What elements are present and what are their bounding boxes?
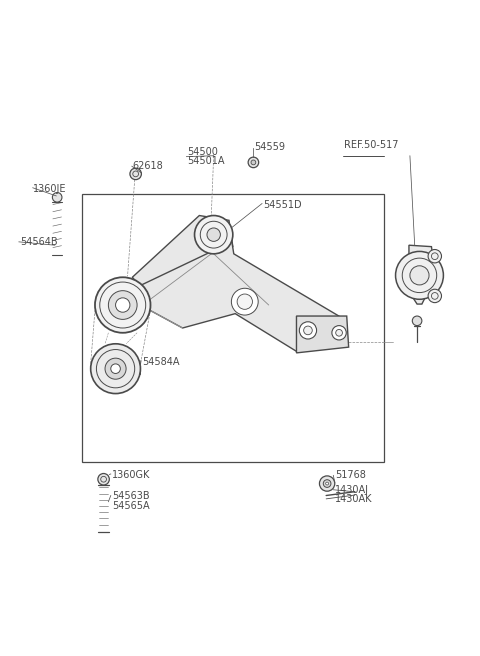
- Text: 62618: 62618: [132, 161, 163, 171]
- Polygon shape: [297, 316, 348, 353]
- Text: 54559: 54559: [254, 142, 285, 152]
- Circle shape: [130, 168, 142, 180]
- Text: 1430AK: 1430AK: [335, 495, 372, 504]
- Circle shape: [116, 298, 130, 312]
- Text: 54564B: 54564B: [20, 237, 58, 247]
- Circle shape: [98, 474, 109, 485]
- Circle shape: [428, 289, 442, 302]
- Circle shape: [231, 288, 258, 315]
- Text: REF.50-517: REF.50-517: [344, 140, 399, 150]
- Circle shape: [428, 249, 442, 263]
- Circle shape: [52, 193, 62, 202]
- Circle shape: [207, 228, 220, 241]
- Polygon shape: [409, 245, 434, 304]
- Circle shape: [237, 294, 252, 310]
- Circle shape: [105, 358, 126, 379]
- Text: 54584A: 54584A: [142, 356, 180, 367]
- Circle shape: [111, 364, 120, 373]
- Circle shape: [95, 277, 151, 333]
- Circle shape: [336, 329, 342, 336]
- Text: 54551D: 54551D: [263, 199, 301, 209]
- Circle shape: [410, 266, 429, 285]
- Circle shape: [248, 157, 259, 168]
- Circle shape: [304, 326, 312, 335]
- Circle shape: [412, 316, 422, 325]
- Circle shape: [320, 476, 335, 491]
- Text: 54565A: 54565A: [112, 501, 149, 511]
- Text: 1430AJ: 1430AJ: [335, 485, 369, 495]
- Text: 51768: 51768: [335, 470, 366, 480]
- Text: 1360JE: 1360JE: [33, 184, 67, 194]
- Text: 1360GK: 1360GK: [112, 470, 150, 480]
- Circle shape: [323, 480, 331, 487]
- Text: 54563B: 54563B: [112, 491, 149, 501]
- Polygon shape: [132, 216, 233, 297]
- Circle shape: [332, 325, 346, 340]
- Circle shape: [91, 344, 141, 394]
- Circle shape: [300, 322, 317, 339]
- Bar: [82, 194, 384, 462]
- Text: 54500: 54500: [187, 147, 218, 157]
- Text: 54501A: 54501A: [187, 156, 225, 167]
- Circle shape: [325, 482, 328, 485]
- Circle shape: [108, 291, 137, 319]
- Circle shape: [194, 216, 233, 254]
- Polygon shape: [140, 242, 345, 352]
- Circle shape: [396, 251, 444, 299]
- Circle shape: [251, 160, 256, 165]
